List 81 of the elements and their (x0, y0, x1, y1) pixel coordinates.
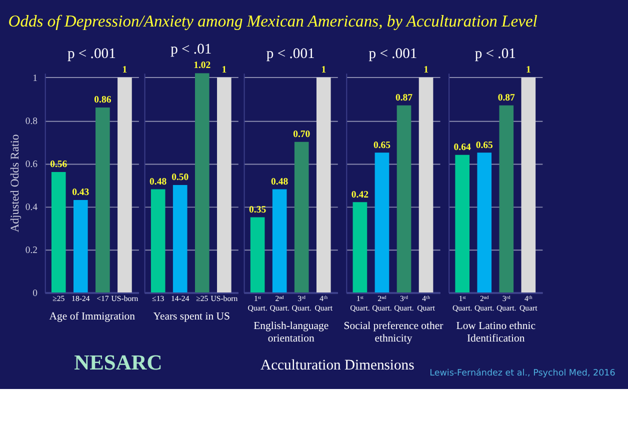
data-label: 0.87 (498, 92, 516, 104)
x-tick-label: <17 (96, 294, 109, 303)
bar (250, 217, 265, 293)
data-label: 0.50 (172, 172, 189, 184)
bar (73, 200, 88, 293)
chart-title: p < .01 (474, 46, 516, 62)
data-label: 1 (321, 64, 326, 76)
data-label: 0.43 (72, 187, 90, 198)
x-tick-label: 2ⁿᵈ Quart. (474, 294, 494, 313)
bar (499, 105, 514, 293)
y-tick-label: 0.2 (25, 244, 38, 256)
y-tick-label: 0.6 (25, 158, 38, 170)
data-label: 0.87 (395, 92, 413, 104)
text: Odds of Depression/Anxiety among Mexican Americans, by Acculturation Level (8, 11, 538, 30)
bar (418, 77, 434, 293)
x-tick-label: 1ˢᵗ Quart. (452, 294, 472, 313)
data-label: 0.70 (293, 129, 310, 140)
x-tick-label: 4ᵗʰ Quart (417, 294, 436, 313)
x-axis-title: Years spent in US (153, 310, 230, 322)
x-axis-title: Social preference other ethnicity (344, 320, 444, 345)
x-tick-label: ≤13 (152, 294, 164, 303)
x-tick-label: 4ᵗʰ Quart (314, 294, 334, 313)
text: Lewis-Fernández et al., Psychol Med, 2016 (430, 367, 616, 378)
data-label: 0.64 (454, 142, 471, 153)
bar (521, 77, 536, 293)
bar (118, 77, 132, 293)
x-tick-label: ≥25 (196, 294, 208, 303)
chart-title: p < .01 (170, 42, 212, 58)
y-tick-label: 0.4 (25, 202, 38, 213)
bar (194, 73, 210, 293)
x-tick-label: 2ⁿᵈ Quart. (270, 294, 290, 313)
chart-title: p < .001 (368, 46, 418, 62)
data-label: 0.35 (249, 204, 266, 216)
data-label: 1 (526, 64, 531, 76)
x-tick-label: 18-24 (72, 294, 90, 303)
bar (96, 108, 110, 293)
bar (51, 172, 66, 293)
bar (374, 152, 390, 293)
data-label: 0.65 (373, 140, 391, 151)
x-tick-label: 1ˢᵗ Quart. (248, 294, 268, 313)
chart-title: p < .001 (67, 46, 116, 62)
data-label: 1 (122, 64, 128, 76)
bar (172, 184, 188, 293)
y-axis-title: Adjusted Odds Ratio (8, 134, 22, 232)
bar (396, 105, 412, 293)
bar (316, 77, 331, 293)
bar (352, 202, 368, 293)
data-label: 1 (222, 64, 227, 76)
x-tick-label: 3ʳᵈ Quart. (496, 294, 516, 313)
bar (455, 154, 470, 293)
x-tick-label: 1ˢᵗ Quart. (350, 294, 370, 313)
bar (477, 152, 492, 293)
data-label: 1 (424, 64, 429, 76)
data-label: 0.65 (476, 140, 494, 151)
x-tick-label: US-born (210, 294, 238, 303)
x-tick-label: ≥25 (52, 294, 65, 303)
x-tick-label: 4ᵗʰ Quart (520, 294, 538, 313)
data-label: 0.86 (94, 94, 112, 106)
text: NESARC (74, 350, 162, 375)
data-label: 0.56 (50, 159, 68, 170)
bar (294, 142, 309, 293)
chart-title: p < .001 (266, 46, 315, 62)
x-tick-label: 3ʳᵈ Quart. (394, 294, 414, 313)
bar (272, 189, 287, 293)
y-tick-label: 0 (32, 288, 38, 299)
text: Acculturation Dimensions (260, 358, 415, 374)
x-axis-title: English-language orientation (254, 320, 329, 345)
data-label: 0.48 (271, 176, 288, 188)
y-tick-label: 1 (32, 72, 38, 84)
data-label: 1.02 (194, 60, 211, 72)
x-tick-label: 2ⁿᵈ Quart. (372, 294, 392, 313)
x-axis-title: Age of Immigration (49, 310, 136, 322)
y-tick-label: 0.8 (25, 116, 38, 127)
data-label: 0.48 (150, 176, 167, 188)
bar (150, 189, 166, 293)
x-tick-label: US-born (111, 294, 138, 303)
x-axis-title: Low Latino ethnic Identification (456, 320, 536, 345)
x-tick-label: 3ʳᵈ Quart. (292, 294, 312, 313)
bar (217, 77, 232, 293)
x-tick-label: 14-24 (171, 294, 190, 303)
data-label: 0.42 (351, 189, 369, 200)
